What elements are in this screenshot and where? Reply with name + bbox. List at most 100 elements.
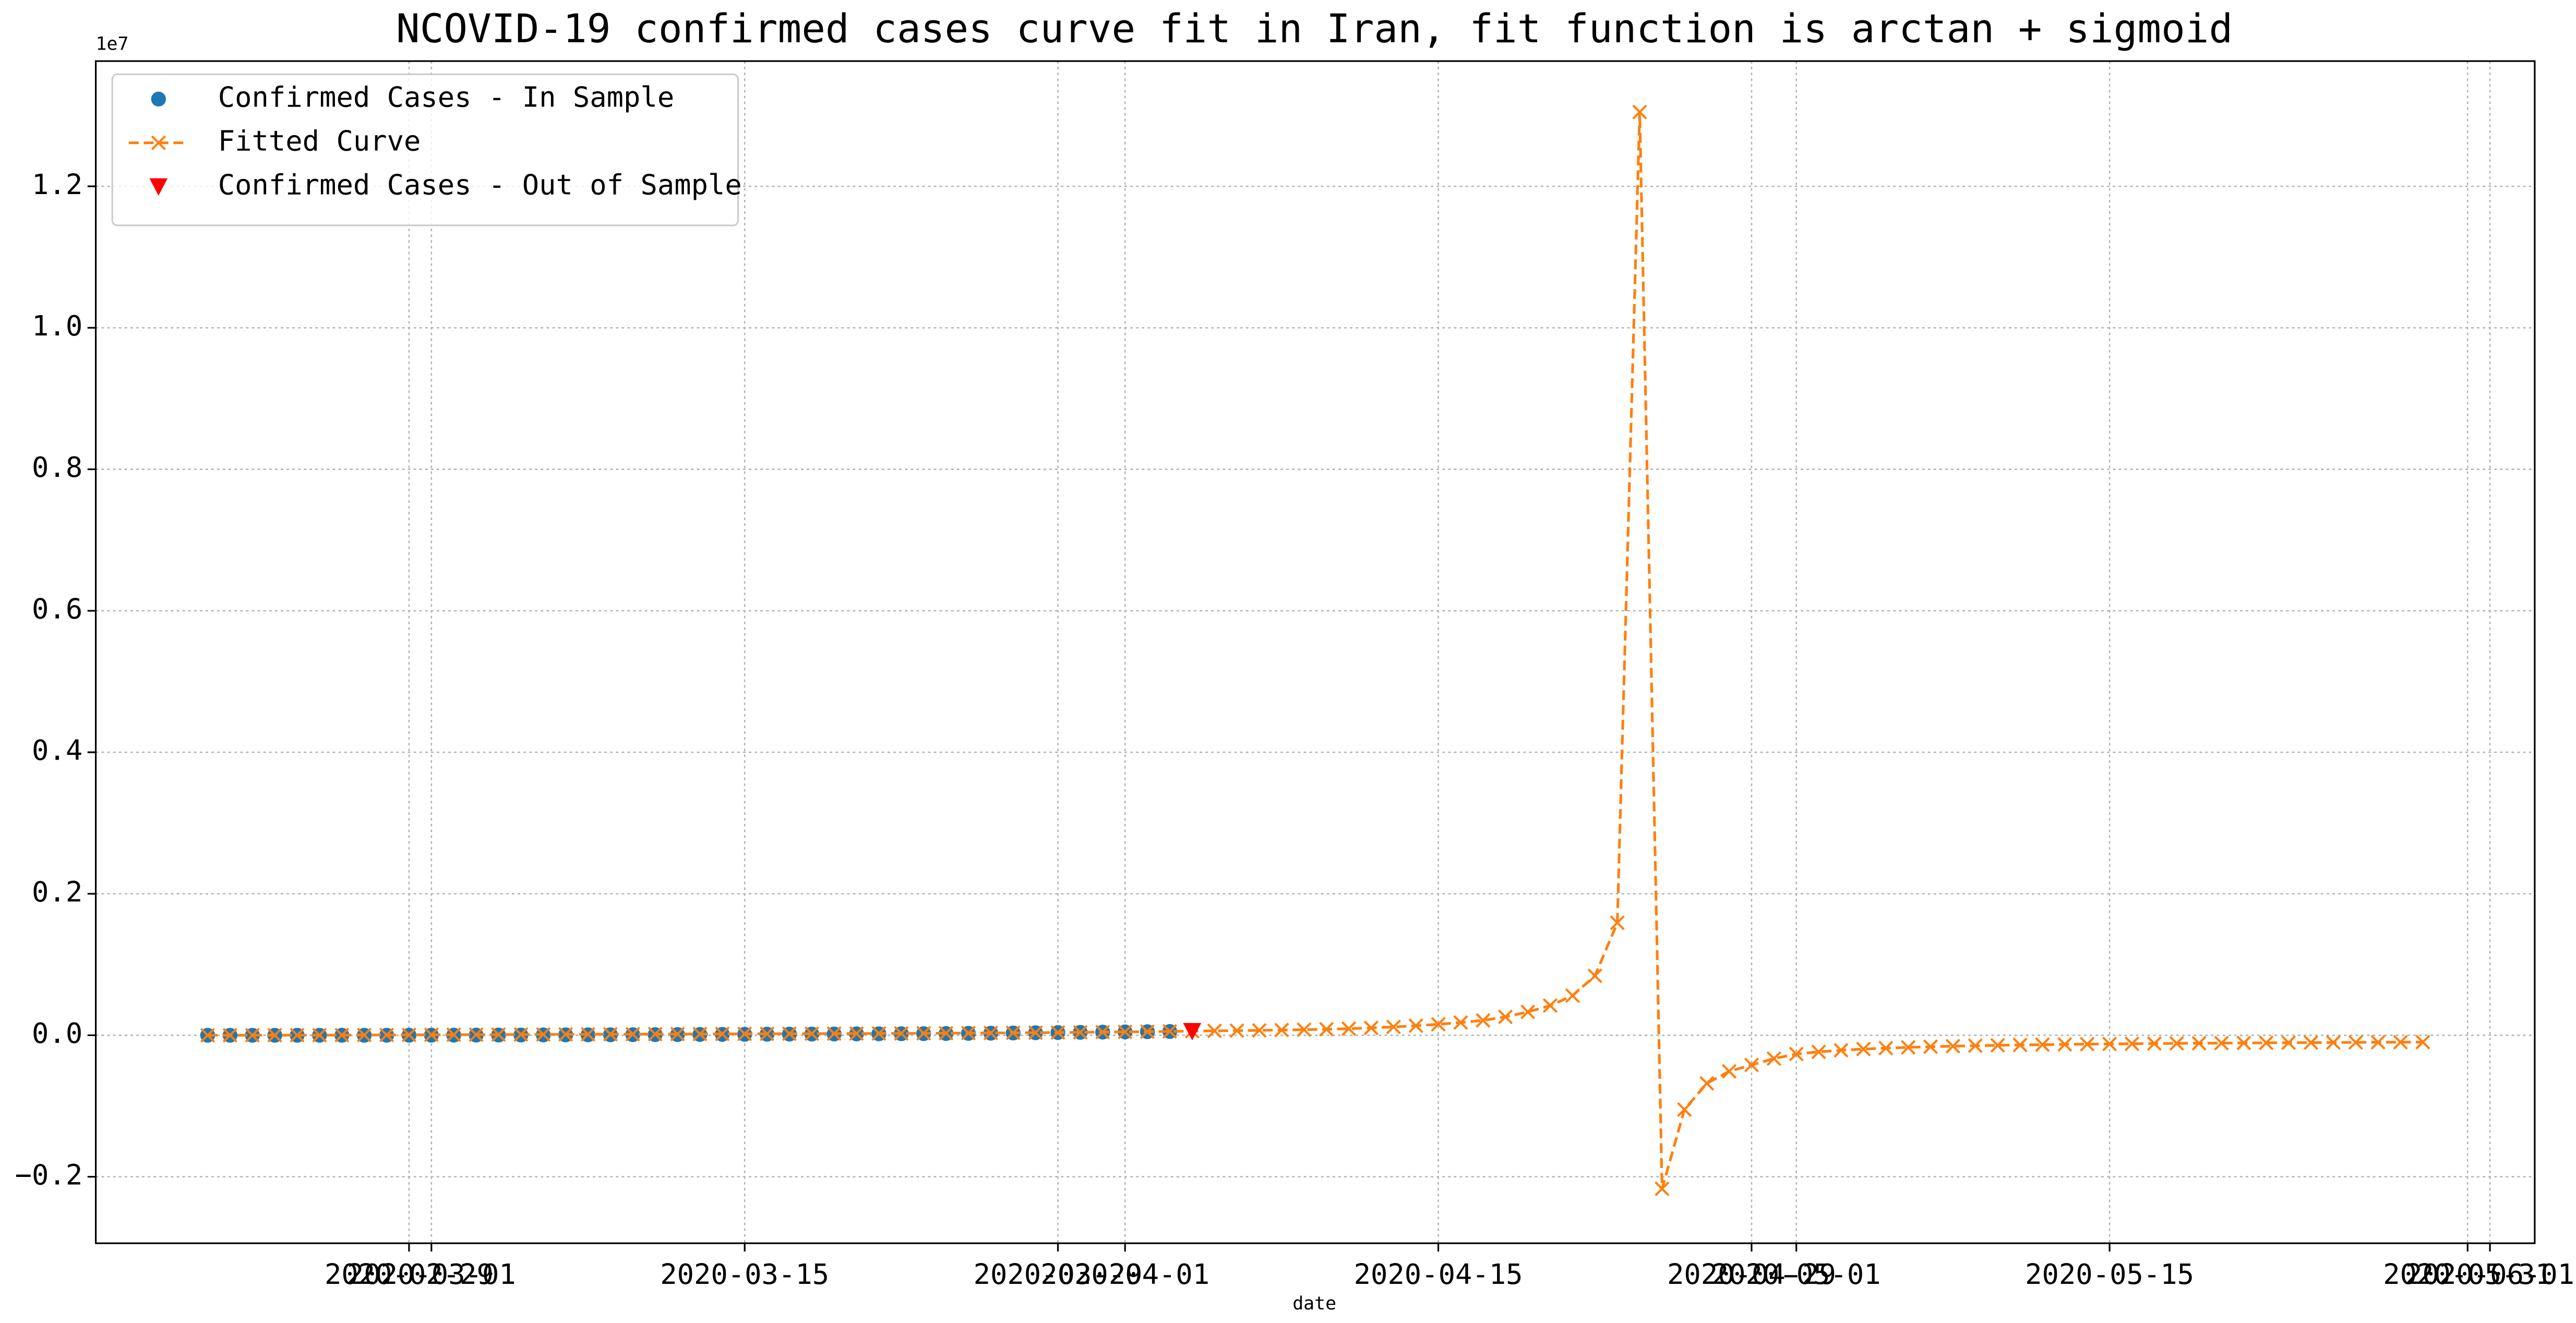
marker (1408, 1018, 1423, 1033)
marker (334, 1027, 350, 1043)
y-tick-label: 0.2 (32, 875, 82, 908)
marker (1118, 1024, 1133, 1040)
marker (1140, 1024, 1155, 1039)
marker (894, 1026, 909, 1041)
marker (625, 1027, 640, 1042)
plot-area (200, 104, 2430, 1196)
marker (1319, 1021, 1334, 1037)
marker (1721, 1064, 1737, 1079)
marker (670, 1027, 685, 1042)
legend-label: Confirmed Cases - Out of Sample (218, 168, 742, 201)
marker (1073, 1025, 1088, 1040)
marker (1005, 1025, 1021, 1040)
marker (939, 1026, 954, 1041)
marker (558, 1027, 573, 1042)
marker (2124, 1036, 2140, 1051)
marker (1274, 1023, 1289, 1038)
marker (580, 1027, 596, 1042)
marker (2080, 1037, 2095, 1052)
marker (2415, 1035, 2430, 1050)
marker (151, 91, 166, 107)
marker (737, 1026, 752, 1041)
marker (2393, 1035, 2408, 1050)
x-tick-label: 2020-04-01 (1040, 1258, 1209, 1291)
marker (424, 1027, 439, 1042)
marker (1945, 1039, 1961, 1054)
y-tick-label: 0.4 (32, 734, 82, 767)
axes-frame (94, 60, 2536, 1244)
marker (2281, 1035, 2296, 1050)
chart-title: NCOVID-19 confirmed cases curve fit in I… (396, 6, 2233, 52)
x-tick-label: 2020-04-15 (1354, 1258, 1523, 1291)
legend-label: Fitted Curve (218, 124, 421, 157)
marker (1520, 1004, 1536, 1019)
marker (1811, 1044, 1826, 1060)
marker (916, 1026, 931, 1041)
legend-label: Confirmed Cases - In Sample (218, 81, 674, 114)
x-tick-label: 2020-02-29 (325, 1258, 494, 1291)
marker (1229, 1023, 1244, 1038)
marker (357, 1027, 372, 1043)
marker (379, 1027, 394, 1042)
marker (1453, 1015, 1468, 1030)
marker (536, 1027, 551, 1042)
marker (804, 1026, 819, 1041)
marker (1341, 1021, 1357, 1036)
marker (1789, 1047, 1804, 1062)
series-line (207, 112, 2423, 1189)
marker (1632, 104, 1647, 119)
marker (200, 1028, 215, 1043)
marker (2191, 1036, 2207, 1051)
marker (401, 1027, 417, 1042)
marker (1968, 1038, 1983, 1053)
legend-box (111, 73, 739, 226)
marker (446, 1027, 461, 1042)
marker (2057, 1037, 2072, 1052)
y-tick-label: 0.6 (32, 592, 82, 625)
y-tick-label: −0.2 (15, 1158, 83, 1191)
marker (149, 178, 168, 196)
x-axis-label: date (1292, 1293, 1336, 1314)
marker (222, 1028, 237, 1043)
marker (1834, 1043, 1849, 1058)
marker (2370, 1035, 2386, 1050)
marker (648, 1027, 663, 1042)
marker (1699, 1076, 1715, 1091)
series (1183, 1023, 1202, 1041)
marker (1990, 1038, 2005, 1053)
marker (871, 1026, 886, 1041)
marker (1183, 1023, 1202, 1041)
marker (1766, 1051, 1781, 1066)
marker (1050, 1025, 1065, 1040)
marker (1297, 1022, 1312, 1037)
y-offset-label: 1e7 (96, 33, 129, 54)
marker (1386, 1019, 1401, 1035)
marker (2147, 1036, 2162, 1051)
marker (267, 1028, 282, 1043)
x-tick-label: 2020-03-15 (660, 1258, 829, 1291)
marker (849, 1026, 864, 1041)
marker (312, 1028, 327, 1043)
marker (1363, 1020, 1379, 1036)
marker (1744, 1057, 1759, 1073)
marker (983, 1025, 999, 1041)
marker (1476, 1013, 1491, 1028)
marker (2236, 1036, 2251, 1051)
y-tick-label: 0.0 (32, 1017, 82, 1050)
marker (1542, 998, 1558, 1013)
marker (2326, 1035, 2341, 1050)
marker (759, 1026, 775, 1041)
marker (1498, 1009, 1513, 1025)
marker (2214, 1036, 2229, 1051)
marker (2259, 1035, 2274, 1051)
marker (290, 1028, 305, 1043)
marker (245, 1028, 260, 1043)
marker (1856, 1041, 1871, 1057)
marker (1431, 1017, 1446, 1032)
legend: Confirmed Cases - In Sample Fitted Curve C… (111, 73, 742, 226)
marker (826, 1026, 842, 1041)
marker (692, 1026, 708, 1042)
marker (782, 1026, 797, 1041)
